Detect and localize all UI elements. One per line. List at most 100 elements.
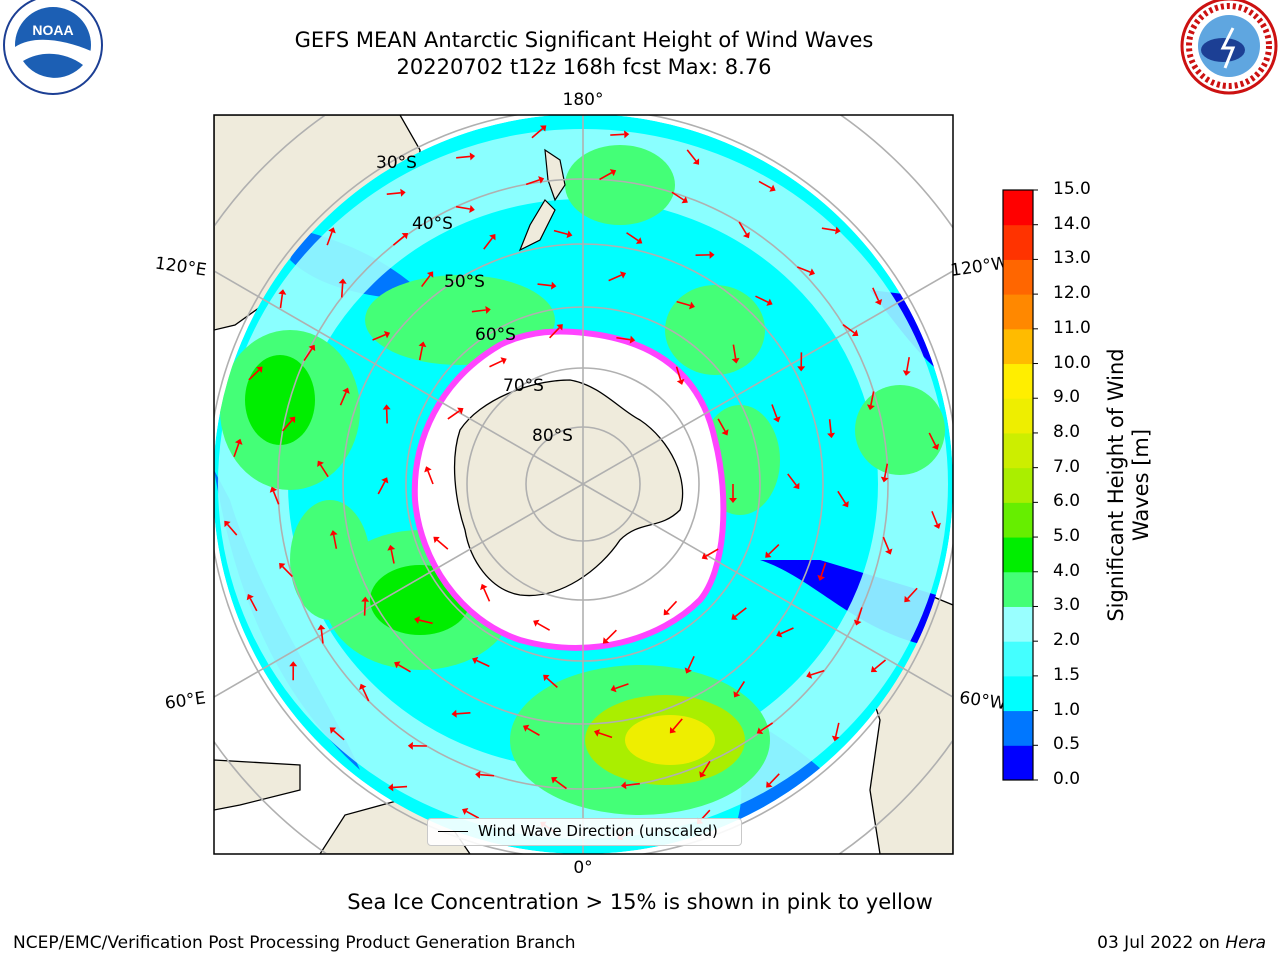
wind-wave-arrow-head bbox=[663, 608, 670, 616]
wind-wave-arrow-shaft bbox=[390, 549, 395, 564]
wind-wave-arrow-head bbox=[383, 330, 391, 339]
lat-label-60s: 60°S bbox=[475, 325, 516, 345]
wind-wave-arrow-head bbox=[451, 709, 457, 718]
wind-wave-arrow-head bbox=[475, 770, 481, 779]
wind-wave-arrow-head bbox=[866, 404, 875, 411]
wind-wave-arrow-head bbox=[394, 661, 401, 669]
wind-wave-arrow-shaft bbox=[671, 191, 685, 201]
wind-wave-arrow-head bbox=[328, 227, 336, 234]
colorbar-segment bbox=[1003, 294, 1033, 330]
wind-wave-arrow-head bbox=[551, 281, 557, 290]
wind-wave-arrow-shaft bbox=[537, 283, 552, 287]
wind-wave-arrow-shaft bbox=[736, 681, 746, 694]
colorbar-label: Significant Height of Wind Waves [m] bbox=[1104, 348, 1153, 622]
wind-wave-arrow-head bbox=[407, 741, 413, 750]
wind-wave-arrow-shaft bbox=[466, 810, 480, 819]
latitude-labels: 30°S 40°S 50°S 60°S 70°S 80°S bbox=[376, 153, 573, 446]
wind-wave-arrow-shaft bbox=[687, 655, 695, 670]
wind-wave-arrow-head bbox=[731, 357, 740, 364]
wind-wave-arrow-head bbox=[246, 594, 254, 601]
colorbar-segment bbox=[1003, 502, 1033, 538]
wind-wave-arrow-head bbox=[500, 357, 507, 365]
wind-wave-arrow-head bbox=[289, 661, 298, 667]
wind-wave-arrow-shaft bbox=[928, 432, 937, 446]
wind-wave-arrow-shaft bbox=[738, 221, 748, 235]
wind-wave-arrow-shaft bbox=[675, 366, 682, 381]
wind-wave-arrow-shaft bbox=[249, 598, 258, 612]
wind-wave-arrow-head bbox=[684, 667, 692, 674]
wind-wave-arrow-head bbox=[733, 691, 741, 698]
colorbar-segment bbox=[1003, 224, 1033, 260]
wind-wave-arrow-shaft bbox=[393, 785, 408, 789]
wind-wave-arrow-head bbox=[880, 476, 889, 483]
colorbar-segment bbox=[1003, 710, 1033, 746]
wind-wave-arrow-shaft bbox=[456, 712, 471, 715]
wind-wave-arrow-head bbox=[874, 298, 883, 306]
map-frame bbox=[213, 114, 954, 855]
lon-label-0: 0° bbox=[573, 858, 592, 878]
colorbar-segment bbox=[1003, 259, 1033, 295]
wind-wave-arrow-head bbox=[556, 324, 563, 331]
wind-wave-arrow-shaft bbox=[332, 730, 345, 741]
wind-wave-arrow-head bbox=[288, 416, 296, 424]
wind-wave-arrow-shaft bbox=[480, 773, 495, 777]
wind-wave-arrow-shaft bbox=[666, 600, 678, 613]
wind-wave-arrow-head bbox=[701, 552, 709, 560]
wind-wave-arrow-head bbox=[224, 520, 231, 528]
wind-wave-arrow-shaft bbox=[702, 760, 711, 774]
wind-wave-arrow-shaft bbox=[303, 348, 313, 362]
wind-wave-arrow-head bbox=[462, 807, 469, 816]
wind-wave-arrow-shaft bbox=[372, 333, 386, 341]
wind-wave-arrow-head bbox=[620, 781, 627, 790]
wind-wave-arrow-shaft bbox=[771, 404, 778, 418]
wind-wave-arrow-shaft bbox=[531, 128, 544, 139]
wind-wave-arrow-head bbox=[797, 366, 806, 372]
wind-wave-arrow-head bbox=[418, 341, 427, 348]
wind-wave-arrow-head bbox=[433, 536, 440, 544]
wind-wave-arrow-head bbox=[469, 205, 475, 213]
lon-label-120e: 120°E bbox=[154, 254, 208, 281]
wind-wave-arrow-shaft bbox=[834, 722, 840, 737]
colorbar-segment bbox=[1003, 571, 1033, 607]
wind-wave-arrow-head bbox=[538, 176, 545, 184]
lon-label-120w: 120°W bbox=[949, 253, 1009, 281]
colorbar-tick-label: 15.0 bbox=[1053, 179, 1091, 199]
wind-wave-arrow-head bbox=[610, 684, 617, 693]
footer-credit: NCEP/EMC/Verification Post Processing Pr… bbox=[13, 933, 576, 953]
colorbar-segment bbox=[1003, 675, 1033, 712]
colorbar-segment bbox=[1003, 328, 1033, 365]
wind-wave-arrow-shaft bbox=[418, 619, 433, 625]
wind-wave-arrow-shaft bbox=[436, 539, 449, 550]
colorbar-segment bbox=[1003, 467, 1033, 503]
wind-wave-arrow-head bbox=[469, 152, 476, 161]
lat-label-50s: 50°S bbox=[444, 272, 485, 292]
wind-wave-arrow-shaft bbox=[546, 677, 558, 688]
wind-wave-arrow-shaft bbox=[319, 464, 329, 478]
wind-wave-arrow-head bbox=[692, 158, 700, 165]
wind-wave-arrow-head bbox=[543, 674, 550, 682]
colorbar-tick-label: 2.0 bbox=[1053, 630, 1081, 651]
colorbar-tick-label: 0.0 bbox=[1053, 769, 1081, 789]
wind-wave-arrow-head bbox=[329, 530, 338, 536]
wind-wave-arrow-shaft bbox=[717, 418, 726, 432]
colorbar-tick-label: 5.0 bbox=[1053, 526, 1081, 547]
wind-wave-arrow-head bbox=[870, 665, 878, 673]
colorbar-segment bbox=[1003, 363, 1033, 399]
wind-wave-arrow-head bbox=[308, 344, 316, 352]
wind-wave-arrow-head bbox=[317, 624, 326, 630]
wind-wave-arrow-shaft bbox=[386, 191, 401, 195]
wind-wave-arrow-shaft bbox=[872, 287, 880, 301]
wind-wave-arrow-shaft bbox=[907, 587, 918, 600]
lat-label-70s: 70°S bbox=[503, 376, 544, 396]
wind-wave-arrow-shaft bbox=[686, 149, 697, 162]
wind-wave-arrow-head bbox=[629, 335, 636, 344]
graticule bbox=[214, 115, 953, 854]
colorbar-tick-label: 11.0 bbox=[1053, 317, 1091, 338]
wind-wave-arrow-shaft bbox=[870, 391, 875, 406]
wind-wave-arrow-head bbox=[329, 727, 337, 734]
wind-wave-arrow-head bbox=[933, 522, 941, 529]
wind-wave-arrow-shaft bbox=[326, 231, 333, 246]
wind-wave-arrow-head bbox=[776, 630, 783, 638]
wind-wave-arrow-shaft bbox=[768, 544, 780, 555]
wind-wave-arrow-shaft bbox=[320, 629, 324, 644]
